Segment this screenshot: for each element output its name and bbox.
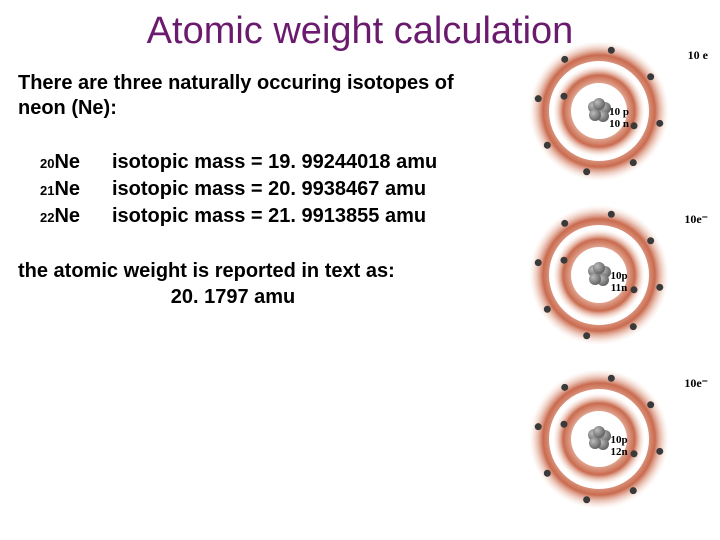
atomic-weight-report: the atomic weight is reported in text as… <box>18 258 488 310</box>
isotope-row: 22Ne isotopic mass = 21. 9913855 amu <box>40 203 510 230</box>
report-value: 20. 1797 amu <box>18 284 448 310</box>
isotope-row: 20Ne isotopic mass = 19. 99244018 amu <box>40 149 510 176</box>
nucleus-label: 10p 12n <box>610 434 627 458</box>
electron-count-label: 10 e <box>688 48 708 63</box>
nucleus-label: 10 p 10 n <box>609 106 629 130</box>
atom-diagram: 10e⁻ 10p 12n <box>524 364 714 528</box>
isotope-row: 21Ne isotopic mass = 20. 9938467 amu <box>40 176 510 203</box>
atom-diagrams: 10 e 10 p 10 n 10e⁻ 10p 11n <box>524 36 714 528</box>
electron-count-label: 10e⁻ <box>684 212 708 227</box>
isotope-list: 20Ne isotopic mass = 19. 99244018 amu 21… <box>40 149 510 230</box>
isotope-mass: isotopic mass = 20. 9938467 amu <box>112 176 510 203</box>
atom-diagram: 10 e 10 p 10 n <box>524 36 714 200</box>
atom-diagram: 10e⁻ 10p 11n <box>524 200 714 364</box>
isotope-mass: isotopic mass = 21. 9913855 amu <box>112 203 510 230</box>
isotope-label: 20Ne <box>40 149 112 176</box>
isotope-mass: isotopic mass = 19. 99244018 amu <box>112 149 510 176</box>
isotope-label: 22Ne <box>40 203 112 230</box>
electron-count-label: 10e⁻ <box>684 376 708 391</box>
isotope-label: 21Ne <box>40 176 112 203</box>
intro-text: There are three naturally occuring isoto… <box>18 71 498 121</box>
nucleus-label: 10p 11n <box>610 270 627 294</box>
report-line1: the atomic weight is reported in text as… <box>18 260 395 282</box>
